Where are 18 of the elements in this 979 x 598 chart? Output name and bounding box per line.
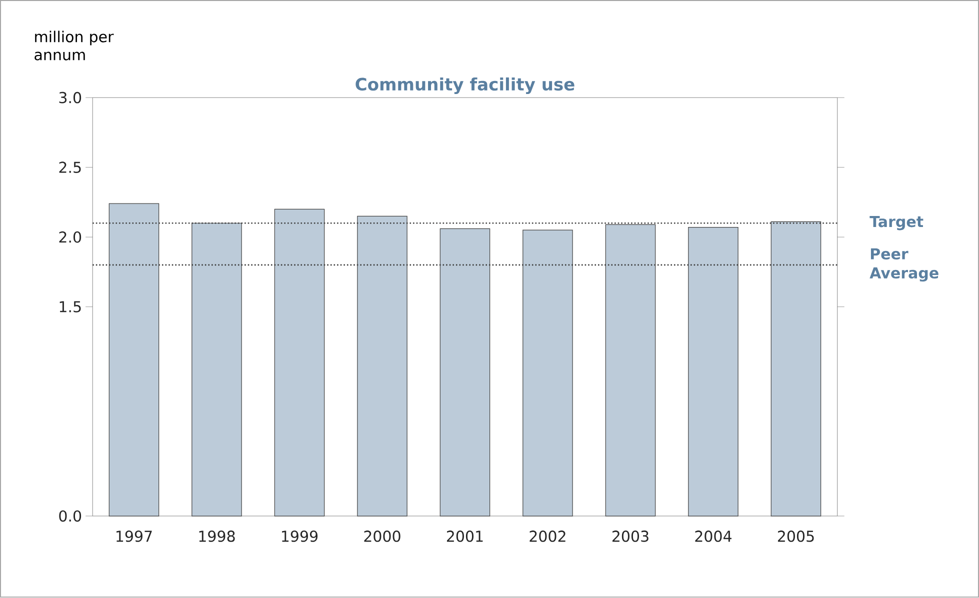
ref-line-label: Peer Average (870, 248, 938, 282)
x-tick-label: 2000 (364, 530, 400, 542)
y-tick-label: 2.5 (59, 162, 81, 174)
x-tick-label: 2005 (778, 530, 814, 542)
x-tick-label: 2002 (530, 530, 566, 542)
ref-line-label: Target (870, 216, 924, 230)
x-tick-label: 2003 (612, 530, 648, 542)
chart-title: Community facility use (356, 78, 574, 94)
x-tick-label: 2004 (695, 530, 732, 542)
y-tick-label: 1.5 (60, 301, 81, 313)
x-tick-label: 2001 (446, 530, 483, 542)
y-axis-title: million per annum (34, 30, 114, 61)
x-tick-label: 1999 (282, 530, 318, 542)
y-tick-label: 3.0 (59, 92, 82, 104)
y-tick-label: 2.0 (59, 232, 82, 243)
x-tick-label: 1997 (116, 530, 152, 542)
x-tick-label: 1998 (199, 530, 235, 542)
y-tick-label: 0.0 (59, 510, 82, 522)
